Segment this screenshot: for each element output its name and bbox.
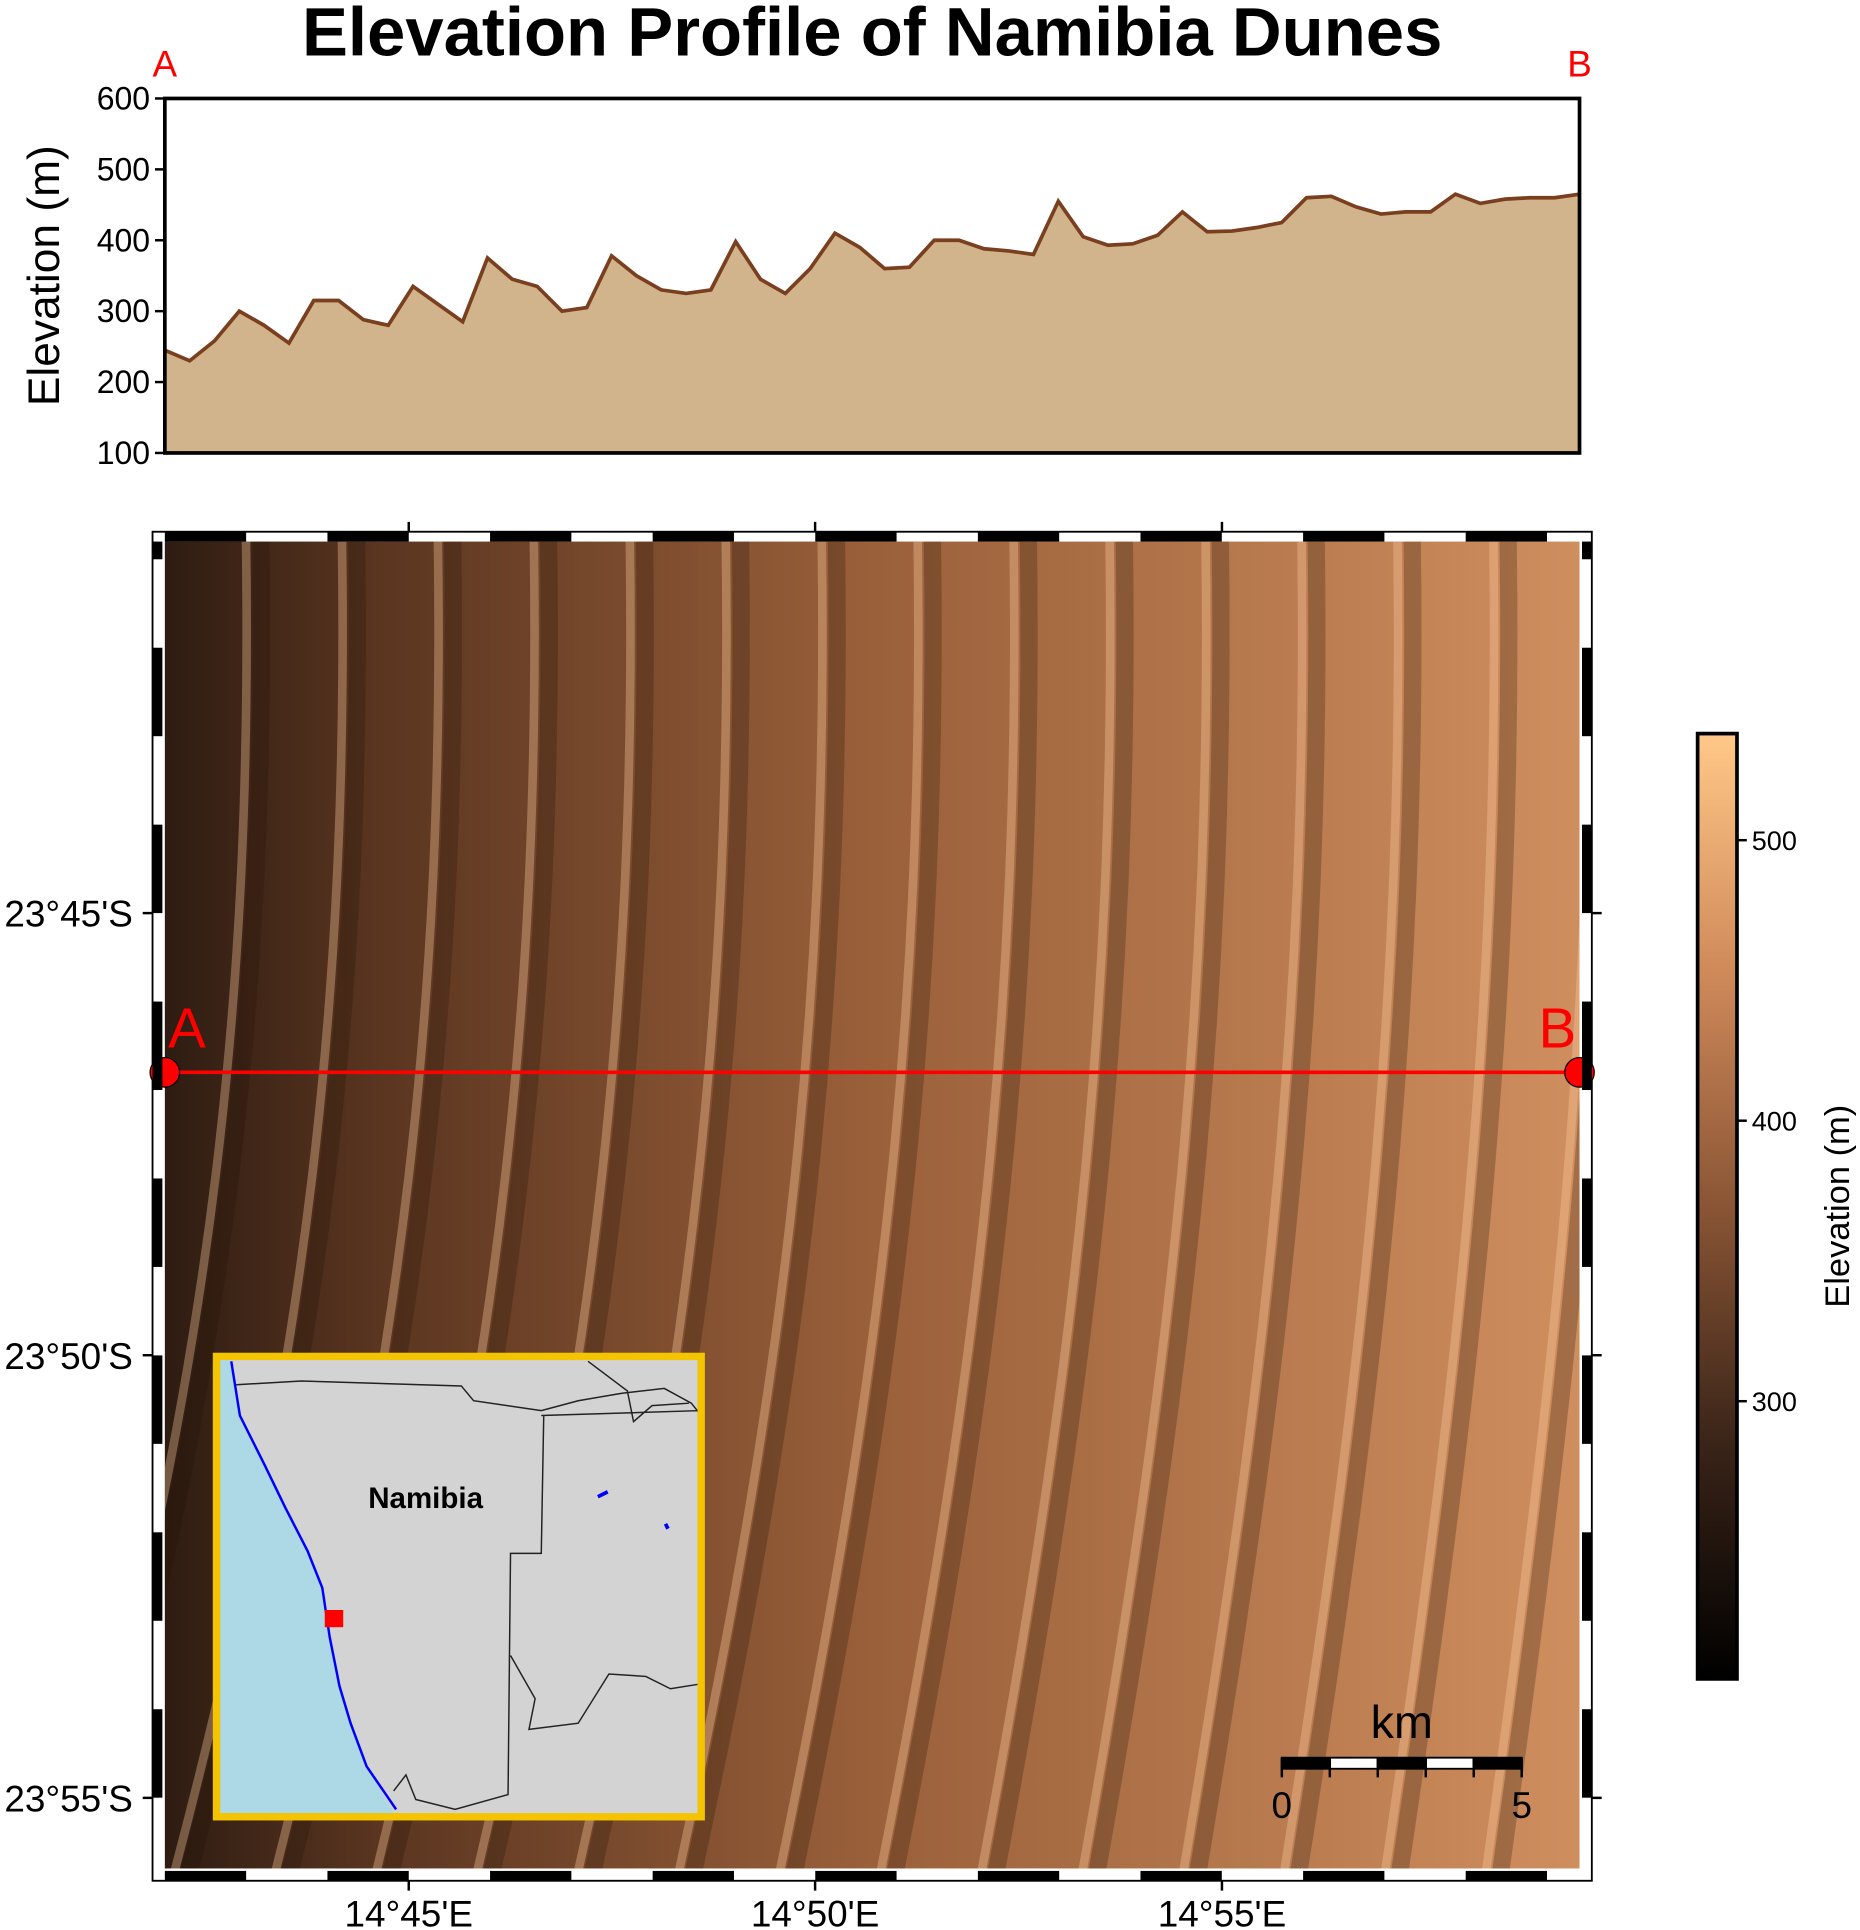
frame-segment [327,531,409,542]
frame-segment [1581,1001,1592,1091]
dune-crest [776,541,923,1869]
frame-segment [152,824,163,914]
frame-segment [1303,531,1385,542]
colorbar [1695,731,1739,1681]
scalebar-label: 5 [1511,1785,1532,1826]
frame-segment [977,531,1060,542]
dune-crest [675,541,827,1869]
coastline [230,1361,398,1811]
frame-segment [1581,1532,1592,1621]
dune-crest [1179,541,1307,1869]
y-tick-label: 23°45'S [4,894,132,935]
dunes [164,541,1580,1869]
y-tick-label: 100 [97,435,150,471]
profile-line [164,192,1580,363]
scalebar-segment [1377,1757,1426,1769]
frame-segment [152,1355,163,1444]
frame-segment [652,531,734,542]
y-tick-label: 600 [97,81,150,117]
frame-segment [1303,1870,1385,1881]
frame-segment [1465,531,1548,542]
borders [236,1360,702,1811]
frame-segment [152,1001,163,1091]
dune-shadow [1290,541,1422,1869]
frame-segment [1140,1870,1222,1881]
frame-segment [164,1870,247,1881]
y-tick-label: 400 [97,222,150,258]
inset-map: Namibia [212,1352,705,1821]
frame-segment [490,1870,572,1881]
frame-segment [152,1178,163,1267]
dune-shadow [1088,541,1230,1869]
dune-crest [1381,541,1499,1869]
dune-shadow [988,541,1134,1869]
inset-frame [212,1352,705,1821]
frame-segment [164,531,247,542]
frame-segment [152,1532,163,1621]
frame-segment [977,1870,1060,1881]
dune-crest [1280,541,1403,1869]
y-axis-label: Elevation (m) [20,145,69,406]
y-tick-label: 200 [97,364,150,400]
frame-segment [152,647,163,737]
colorbar-tick-label: 400 [1752,1106,1797,1137]
frame-segment [327,1870,409,1881]
scalebar-segment [1281,1757,1330,1769]
frame-segment [490,531,572,542]
frame-segment [1140,531,1222,542]
lake [663,1522,670,1530]
colorbar-label: Elevation (m) [1819,1105,1857,1308]
x-tick-label: 14°55'E [1158,1893,1286,1930]
end-label: B [1539,997,1577,1060]
inset-ocean [216,1356,397,1817]
frame-segment [1581,647,1592,737]
y-tick-label: 300 [97,293,150,329]
frame-segment [1581,1355,1592,1444]
frame-segment [1465,1870,1548,1881]
x-tick-label: 14°50'E [751,1893,879,1930]
frame-segment [815,531,897,542]
y-tick-label: 500 [97,151,150,187]
dune-crest [876,541,1019,1869]
inset-label: Namibia [368,1482,483,1515]
y-tick-label: 23°55'S [4,1778,132,1819]
y-tick-label: 23°50'S [4,1336,132,1377]
dune-shadow [1189,541,1326,1869]
frame-segment [1581,541,1592,560]
frame-segment [152,1709,163,1798]
profile-frame [162,96,1582,455]
frame-segment [652,1870,734,1881]
dune-crest [164,541,251,1512]
frame-segment [815,1870,897,1881]
colorbar-tick-label: 500 [1752,825,1797,856]
start-label: A [168,997,206,1060]
frame-segment [1581,824,1592,914]
end-label: B [1567,43,1592,84]
frame-segment [1581,1178,1592,1267]
lake [597,1490,609,1499]
scalebar-label: 0 [1272,1785,1293,1826]
dune-shadow [786,541,942,1869]
dune-shadow [1391,541,1518,1869]
dune-crest [977,541,1115,1869]
dune-shadow [164,541,271,1601]
x-tick-label: 14°45'E [345,1893,473,1930]
scalebar-unit: km [1371,1696,1433,1748]
frame-segment [1581,1709,1592,1798]
profile-area [164,194,1580,453]
dune-crest [1482,918,1580,1869]
dune-shadow [1492,1098,1580,1869]
frame-segment [152,541,163,560]
dune-shadow [685,541,846,1869]
profile-panel: 100 200 300 400 500 600 Elevation (m) A B [20,43,1592,471]
start-label: A [153,43,178,84]
dune-shadow [887,541,1038,1869]
colorbar-tick-label: 300 [1752,1386,1797,1417]
dune-crest [1078,541,1211,1869]
scalebar-segment [1473,1757,1522,1769]
study-area [324,1609,344,1628]
title: Elevation Profile of Namibia Dunes [302,0,1442,70]
